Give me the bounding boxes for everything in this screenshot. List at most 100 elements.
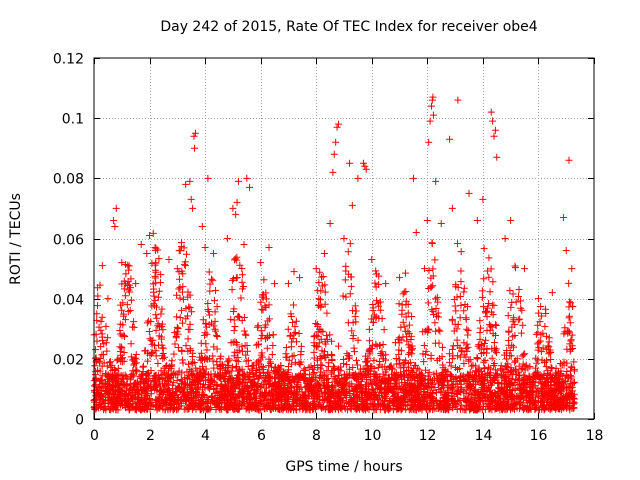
roti-point xyxy=(169,389,177,397)
roti-point xyxy=(377,306,385,314)
roti-point xyxy=(280,389,288,397)
roti-point xyxy=(430,311,438,319)
roti-point xyxy=(365,337,373,345)
roti-point xyxy=(503,363,511,371)
roti-point xyxy=(472,372,480,380)
roti-point xyxy=(195,377,203,385)
roti-point xyxy=(299,374,307,382)
y-tick-label: 0.04 xyxy=(53,293,84,309)
roti-point xyxy=(334,342,342,350)
roti-point xyxy=(315,295,323,303)
roti-point xyxy=(232,399,240,407)
roti-point xyxy=(157,388,165,396)
roti-point xyxy=(564,399,572,407)
roti-point xyxy=(396,356,404,364)
roti-point xyxy=(113,356,121,364)
roti-point xyxy=(175,268,183,276)
roti-point xyxy=(352,307,360,315)
roti-point xyxy=(179,295,187,303)
roti-point xyxy=(179,319,187,327)
roti-point xyxy=(323,367,331,375)
roti-point xyxy=(155,332,163,340)
roti-point xyxy=(399,333,407,341)
roti-point xyxy=(510,343,518,351)
roti-point xyxy=(497,372,505,380)
roti-point xyxy=(370,356,378,364)
roti-point xyxy=(139,362,147,370)
roti-point xyxy=(171,340,179,348)
roti-point xyxy=(188,370,196,378)
roti-point xyxy=(174,394,182,402)
roti-point xyxy=(417,370,425,378)
roti-point xyxy=(258,291,266,299)
x-axis-label: GPS time / hours xyxy=(285,459,402,475)
roti-point xyxy=(542,375,550,383)
roti-point xyxy=(358,401,366,409)
roti-point xyxy=(290,352,298,360)
roti-peak-point xyxy=(330,150,338,158)
roti-point xyxy=(466,356,474,364)
roti-peak-point xyxy=(490,132,498,140)
roti-peak-point xyxy=(396,274,404,282)
roti-point xyxy=(182,250,190,258)
roti-point xyxy=(361,388,369,396)
roti-point xyxy=(368,341,376,349)
roti-point xyxy=(197,401,205,409)
roti-point xyxy=(92,380,100,388)
roti-point xyxy=(209,398,217,406)
roti-point xyxy=(365,393,373,401)
roti-point xyxy=(399,393,407,401)
roti-point xyxy=(568,303,576,311)
roti-point xyxy=(545,379,553,387)
x-tick-label: 8 xyxy=(312,428,321,444)
roti-point xyxy=(315,278,323,286)
roti-point xyxy=(456,405,464,413)
roti-point xyxy=(118,388,126,396)
roti-point xyxy=(289,318,297,326)
roti-point xyxy=(92,346,100,354)
roti-point xyxy=(119,321,127,329)
roti-point xyxy=(425,368,433,376)
roti-point xyxy=(151,296,159,304)
roti-peak-point xyxy=(334,120,342,128)
roti-point xyxy=(210,343,218,351)
roti-point xyxy=(287,343,295,351)
roti-point xyxy=(151,274,159,282)
roti-point xyxy=(258,349,266,357)
roti-peak-point xyxy=(240,241,248,249)
roti-point xyxy=(341,380,349,388)
roti-peak-point xyxy=(243,174,251,182)
roti-peak-point xyxy=(534,295,542,303)
roti-peak-point xyxy=(329,168,337,176)
roti-point xyxy=(407,371,415,379)
roti-point xyxy=(129,404,137,412)
roti-point xyxy=(296,360,304,368)
roti-point xyxy=(408,367,416,375)
roti-point xyxy=(509,318,517,326)
roti-point xyxy=(256,383,264,391)
roti-point xyxy=(567,336,575,344)
roti-point xyxy=(480,245,488,253)
roti-point xyxy=(155,255,163,263)
roti-point xyxy=(509,370,517,378)
roti-point xyxy=(570,390,578,398)
roti-point xyxy=(144,357,152,365)
roti-point xyxy=(146,335,154,343)
roti-point xyxy=(558,361,566,369)
roti-point xyxy=(460,360,468,368)
roti-point xyxy=(419,350,427,358)
roti-point xyxy=(354,336,362,344)
roti-peak-point xyxy=(332,138,340,146)
roti-point xyxy=(536,318,544,326)
roti-point xyxy=(127,353,135,361)
roti-peak-point xyxy=(368,256,376,264)
roti-point xyxy=(474,355,482,363)
roti-point xyxy=(508,375,516,383)
roti-point xyxy=(190,403,198,411)
roti-point xyxy=(540,403,548,411)
roti-point xyxy=(519,321,527,329)
roti-point xyxy=(448,315,456,323)
roti-point xyxy=(385,363,393,371)
roti-point xyxy=(304,399,312,407)
roti-point xyxy=(448,394,456,402)
